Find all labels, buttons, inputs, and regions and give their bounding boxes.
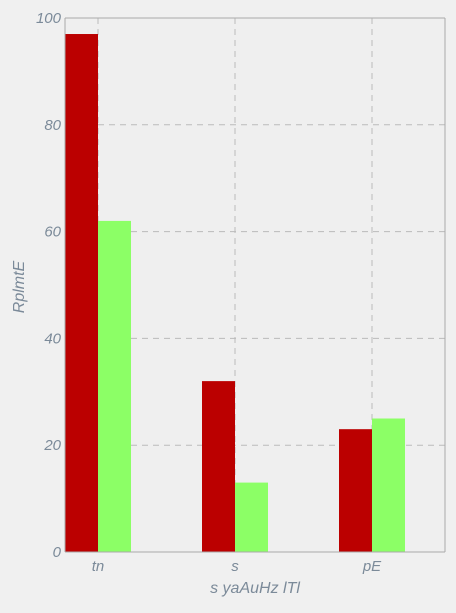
x-axis-title: s yaAuHz lTl: [210, 580, 300, 597]
y-tick-label: 80: [44, 117, 61, 134]
axes: [64, 17, 446, 553]
x-tick-label: pE: [362, 558, 382, 575]
bar-series-1-s: [202, 381, 235, 552]
bars: [65, 34, 405, 553]
x-tick-labels: tn s pE: [92, 558, 382, 575]
y-tick-label: 60: [44, 224, 61, 241]
x-tick-label: tn: [92, 558, 105, 575]
bar-series-2-s: [235, 482, 268, 552]
y-tick-label: 100: [36, 10, 62, 27]
y-tick-label: 0: [53, 544, 62, 561]
y-tick-label: 40: [44, 330, 61, 347]
y-axis-title: RplmtE: [11, 260, 28, 313]
bar-series-2-pE: [372, 418, 405, 552]
bar-series-2-tn: [98, 220, 131, 553]
bar-series-1-pE: [339, 429, 372, 552]
bar-series-1-tn: [65, 34, 98, 552]
x-tick-label: s: [231, 558, 239, 575]
y-tick-labels: 0 20 40 60 80 100: [36, 10, 62, 561]
y-tick-label: 20: [43, 437, 61, 454]
